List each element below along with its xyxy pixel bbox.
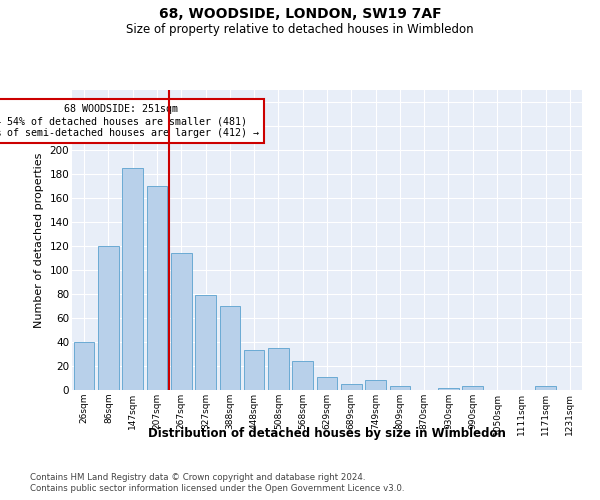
Text: Size of property relative to detached houses in Wimbledon: Size of property relative to detached ho… — [126, 22, 474, 36]
Bar — [171, 253, 191, 390]
Bar — [244, 350, 265, 390]
Bar — [341, 384, 362, 390]
Bar — [389, 386, 410, 390]
Bar — [74, 342, 94, 390]
Text: 68 WOODSIDE: 251sqm
← 54% of detached houses are smaller (481)
46% of semi-detac: 68 WOODSIDE: 251sqm ← 54% of detached ho… — [0, 104, 259, 138]
Bar — [268, 348, 289, 390]
Bar — [98, 246, 119, 390]
Bar — [146, 186, 167, 390]
Bar — [220, 306, 240, 390]
Text: 68, WOODSIDE, LONDON, SW19 7AF: 68, WOODSIDE, LONDON, SW19 7AF — [158, 8, 442, 22]
Text: Contains HM Land Registry data © Crown copyright and database right 2024.: Contains HM Land Registry data © Crown c… — [30, 472, 365, 482]
Bar — [122, 168, 143, 390]
Y-axis label: Number of detached properties: Number of detached properties — [34, 152, 44, 328]
Bar — [535, 386, 556, 390]
Bar — [463, 386, 483, 390]
Bar — [317, 377, 337, 390]
Bar — [438, 388, 459, 390]
Bar — [292, 361, 313, 390]
Bar — [365, 380, 386, 390]
Text: Contains public sector information licensed under the Open Government Licence v3: Contains public sector information licen… — [30, 484, 404, 493]
Bar — [195, 295, 216, 390]
Text: Distribution of detached houses by size in Wimbledon: Distribution of detached houses by size … — [148, 428, 506, 440]
